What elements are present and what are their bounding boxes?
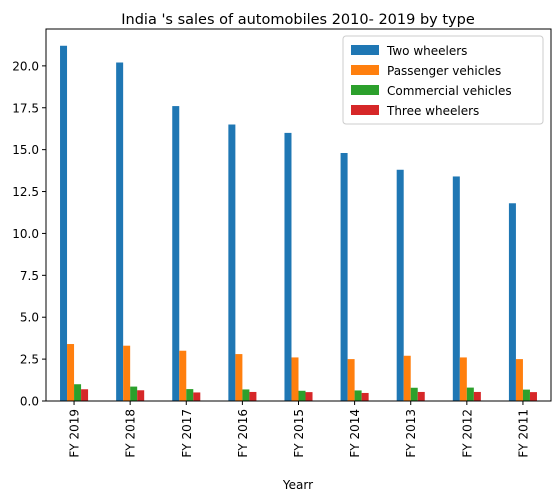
- bar: [74, 384, 82, 401]
- bar: [81, 389, 89, 401]
- x-axis-label: Yearr: [282, 478, 313, 492]
- chart-title: India 's sales of automobiles 2010- 2019…: [121, 12, 475, 28]
- legend-box: [342, 35, 544, 125]
- bar: [361, 392, 369, 401]
- y-tick-label: 2.5: [20, 353, 39, 367]
- bar: [508, 203, 516, 401]
- bar: [137, 390, 145, 401]
- legend-swatch: [351, 85, 379, 95]
- bar: [522, 389, 530, 401]
- x-tick-label: FY 2015: [292, 409, 306, 458]
- bar: [417, 391, 425, 401]
- y-tick-label: 10.0: [12, 227, 39, 241]
- y-tick-label: 0.0: [20, 395, 39, 409]
- bar: [529, 392, 537, 401]
- y-axis: 0.0 2.5 5.0 7.5 10.0 12.5 15.0 17.5 20.0: [12, 59, 46, 409]
- bar: [396, 169, 404, 401]
- legend-label: Three wheelers: [386, 104, 479, 118]
- x-tick-label: FY 2013: [404, 409, 418, 458]
- x-tick-label: FY 2019: [68, 409, 82, 458]
- bar: [466, 387, 474, 401]
- bar: [340, 153, 348, 401]
- y-tick-label: 15.0: [12, 143, 39, 157]
- bar: [172, 106, 180, 401]
- bar: [130, 386, 138, 401]
- bar: [67, 344, 75, 401]
- bar: [242, 389, 250, 401]
- y-tick-label: 17.5: [12, 101, 39, 115]
- bar: [473, 391, 481, 401]
- bar: [298, 390, 306, 401]
- legend-swatch: [351, 45, 379, 55]
- x-tick-label: FY 2018: [124, 409, 138, 458]
- x-tick-label: FY 2014: [348, 409, 362, 458]
- legend-label: Commercial vehicles: [387, 84, 512, 98]
- bar: [284, 132, 292, 401]
- bars: [60, 45, 537, 401]
- x-tick-label: FY 2016: [236, 409, 250, 458]
- bar: [515, 359, 523, 401]
- bar: [116, 62, 124, 401]
- y-tick-label: 20.0: [12, 59, 39, 73]
- bar: [305, 392, 313, 401]
- bar: [249, 391, 257, 401]
- legend: Two wheelers Passenger vehicles Commercial…: [342, 35, 544, 125]
- legend-label: Passenger vehicles: [387, 64, 501, 78]
- legend-label: Two wheelers: [386, 44, 467, 58]
- bar: [403, 355, 411, 401]
- x-tick-label: FY 2011: [516, 409, 530, 458]
- bar: [123, 345, 131, 401]
- y-tick-label: 7.5: [20, 269, 39, 283]
- bar: [347, 359, 355, 401]
- plot-frame: [45, 28, 552, 402]
- x-axis: FY 2019 FY 2018 FY 2017 FY 2016 FY 2015 FY 20…: [68, 401, 530, 458]
- bar: [291, 357, 299, 401]
- bar: [193, 392, 201, 401]
- bar: [186, 389, 194, 401]
- bar: [459, 357, 467, 401]
- bar: [410, 387, 418, 401]
- bar: [228, 124, 236, 401]
- bar: [354, 390, 362, 401]
- x-tick-label: FY 2012: [460, 409, 474, 458]
- bar: [60, 45, 68, 401]
- bar: [235, 354, 243, 401]
- legend-swatch: [351, 105, 379, 115]
- y-tick-label: 5.0: [20, 311, 39, 325]
- bar: [179, 350, 187, 401]
- bar: [452, 176, 460, 401]
- legend-swatch: [351, 65, 379, 75]
- y-tick-label: 12.5: [12, 185, 39, 199]
- x-tick-label: FY 2017: [180, 409, 194, 458]
